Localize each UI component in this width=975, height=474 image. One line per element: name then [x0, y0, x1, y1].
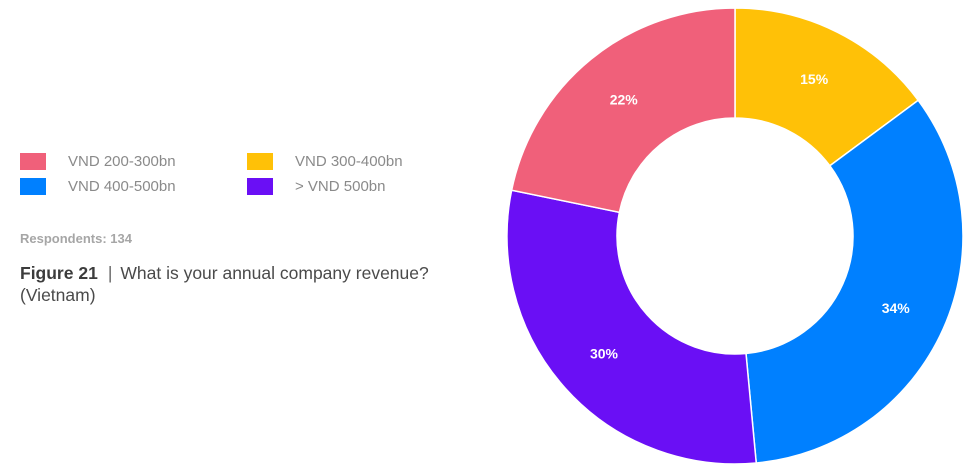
- legend-swatch: [20, 178, 46, 195]
- figure-question: What is your annual company revenue? (Vi…: [20, 263, 429, 305]
- legend-label: VND 200-300bn: [68, 153, 176, 170]
- figure-caption: Figure 21 | What is your annual company re…: [20, 262, 440, 306]
- figure-separator: |: [107, 263, 113, 283]
- legend-swatch: [247, 178, 273, 195]
- respondents-count: Respondents: 134: [20, 231, 132, 246]
- donut-labels: 15% 34% 30% 22%: [590, 71, 910, 362]
- legend-item-vnd-400-500bn: VND 400-500bn: [20, 178, 176, 195]
- donut-slice-3: [506, 189, 758, 465]
- legend-item-vnd-300-400bn: VND 300-400bn: [247, 153, 403, 170]
- donut-slice-label-4: 22%: [610, 92, 639, 108]
- donut-slice-4: [510, 7, 736, 214]
- legend-swatch: [247, 153, 273, 170]
- legend-label: VND 300-400bn: [295, 153, 403, 170]
- figure-number: Figure 21: [20, 263, 98, 283]
- legend-item-vnd-500bn-plus: > VND 500bn: [247, 178, 385, 195]
- donut-slice-label-1: 15%: [800, 71, 829, 87]
- donut-slice-2: [745, 99, 964, 464]
- legend-swatch: [20, 153, 46, 170]
- donut-slice-label-2: 34%: [882, 300, 911, 316]
- legend-item-vnd-200-300bn: VND 200-300bn: [20, 153, 176, 170]
- legend-label: > VND 500bn: [295, 178, 386, 195]
- donut-slice-label-3: 30%: [590, 345, 619, 361]
- donut-slices: [506, 7, 964, 465]
- legend-label: VND 400-500bn: [68, 178, 176, 195]
